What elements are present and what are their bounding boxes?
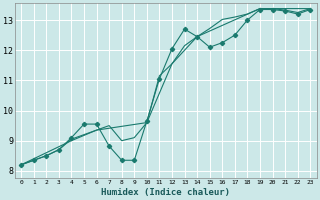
X-axis label: Humidex (Indice chaleur): Humidex (Indice chaleur) [101,188,230,197]
